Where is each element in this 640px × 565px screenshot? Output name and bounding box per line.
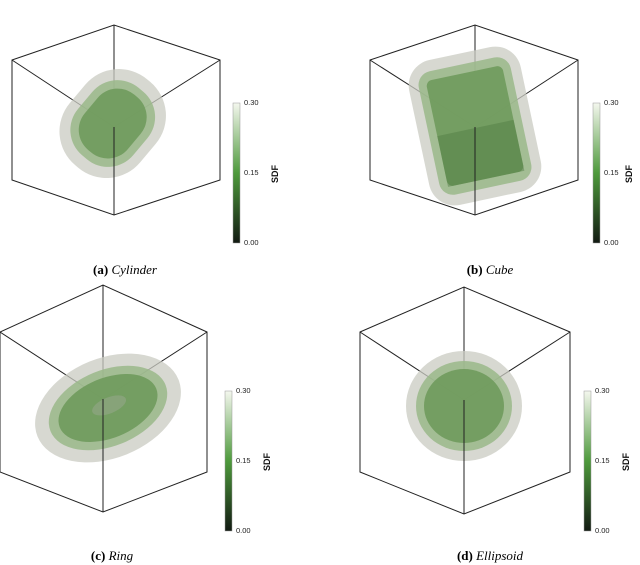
render-ellipsoid: 0.30 0.15 0.00 SDF (359, 286, 631, 535)
bounding-box-front (359, 286, 571, 515)
caption-tag: (c) (90, 548, 106, 563)
panel-cube: 0.30 0.15 0.00 SDF (b) Cube (320, 0, 640, 282)
colorbar-tick: 0.30 (604, 98, 619, 107)
inner-shell (426, 66, 524, 186)
sdf-shells-cylinder (59, 69, 166, 179)
caption-ring: (c) Ring (0, 548, 224, 564)
colorbar-tick: 0.15 (604, 168, 619, 177)
colorbar-tick: 0.00 (244, 238, 259, 247)
render-cylinder: 0.30 0.15 0.00 SDF (11, 24, 280, 247)
colorbar-tick: 0.00 (595, 526, 610, 535)
colorbar-tick: 0.00 (604, 238, 619, 247)
colorbar-title: SDF (270, 164, 280, 183)
colorbar-gradient (592, 102, 601, 244)
caption-name: Cube (485, 262, 514, 277)
caption-cube: (b) Cube (370, 262, 610, 278)
bounding-box-front (0, 284, 208, 513)
caption-name: Ellipsoid (476, 548, 524, 563)
colorbar: 0.30 0.15 0.00 SDF (583, 386, 631, 535)
caption-ellipsoid: (d) Ellipsoid (370, 548, 610, 564)
caption-cylinder: (a) Cylinder (0, 262, 250, 278)
colorbar-tick: 0.00 (236, 526, 251, 535)
caption-tag: (a) (93, 262, 109, 277)
colorbar-title: SDF (624, 164, 634, 183)
colorbar: 0.30 0.15 0.00 SDF (592, 98, 634, 247)
colorbar-gradient (583, 390, 592, 532)
colorbar-gradient (224, 390, 233, 532)
render-cube: 0.30 0.15 0.00 SDF (369, 24, 634, 247)
bounding-box-front (11, 24, 221, 216)
sdf-shells-cube (408, 46, 542, 206)
colorbar-title: SDF (262, 452, 272, 471)
render-ring: 0.30 0.15 0.00 SDF (0, 284, 272, 535)
colorbar-tick: 0.30 (595, 386, 610, 395)
bounding-box-front (369, 24, 579, 216)
lower-face (437, 119, 525, 187)
panel-ring: 0.30 0.15 0.00 SDF (c) Ring (0, 282, 320, 565)
colorbar-tick: 0.15 (595, 456, 610, 465)
colorbar: 0.30 0.15 0.00 SDF (224, 386, 272, 535)
caption-name: Ring (108, 548, 134, 563)
colorbar-tick: 0.15 (236, 456, 251, 465)
caption-tag: (b) (466, 262, 483, 277)
inner-shell (78, 88, 147, 159)
colorbar-tick: 0.15 (244, 168, 259, 177)
colorbar-tick: 0.30 (244, 98, 259, 107)
caption-tag: (d) (456, 548, 473, 563)
colorbar-title: SDF (621, 452, 631, 471)
panel-cylinder: 0.30 0.15 0.00 SDF (a) Cylinder (0, 0, 320, 282)
colorbar-tick: 0.30 (236, 386, 251, 395)
sdf-shells-ring (35, 353, 181, 463)
panel-ellipsoid: 0.30 0.15 0.00 SDF (d) Ellipsoid (320, 282, 640, 565)
colorbar: 0.30 0.15 0.00 SDF (232, 98, 280, 247)
ring-hole (92, 395, 127, 416)
caption-name: Cylinder (111, 262, 157, 277)
colorbar-gradient (232, 102, 241, 244)
